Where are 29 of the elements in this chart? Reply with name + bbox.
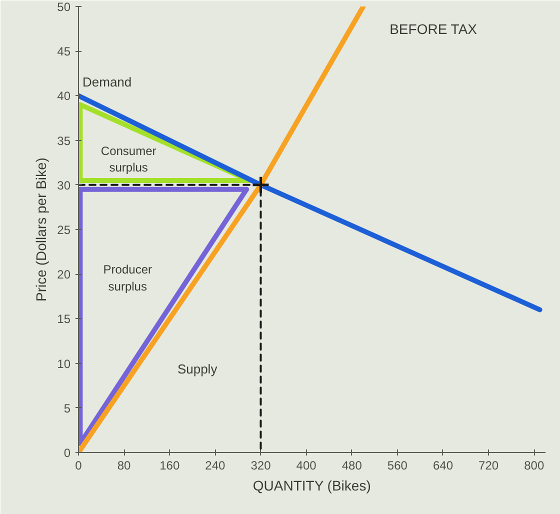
x-tick-label: 800 — [524, 458, 544, 472]
x-tick-label: 720 — [478, 458, 499, 472]
y-tick-label: 0 — [64, 446, 71, 460]
x-tick-label: 80 — [117, 458, 132, 472]
x-tick-label: 320 — [250, 458, 272, 472]
series-label: Producer surplus — [103, 262, 152, 294]
y-tick-label: 40 — [57, 89, 71, 104]
y-tick-label: 50 — [57, 0, 71, 14]
text: BEFORE TAX — [390, 20, 478, 37]
y-tick-label: 10 — [57, 356, 71, 371]
text: Supply — [177, 361, 218, 376]
x-tick-label: 640 — [432, 458, 454, 472]
x-tick-label: 0 — [75, 458, 82, 472]
y-tick-label: 25 — [57, 223, 71, 237]
series-label: Consumer surplus — [100, 144, 156, 175]
y-tick-label: 15 — [57, 312, 71, 326]
y-tick-label: 35 — [57, 134, 71, 148]
x-tick-label: 240 — [205, 458, 226, 472]
y-tick-label: 5 — [64, 401, 71, 416]
series-label: Demand — [82, 74, 132, 90]
x-tick-label: 480 — [342, 458, 362, 472]
y-tick-label: 20 — [57, 268, 71, 282]
y-axis-title: Price (Dollars per Bike) — [33, 158, 50, 302]
x-axis-title: QUANTITY (Bikes) — [252, 478, 371, 494]
x-tick-label: 400 — [296, 458, 317, 472]
y-tick-label: 30 — [57, 178, 71, 192]
x-tick-label: 560 — [387, 458, 408, 472]
y-tick-label: 45 — [57, 44, 71, 59]
x-tick-label: 160 — [160, 458, 180, 472]
